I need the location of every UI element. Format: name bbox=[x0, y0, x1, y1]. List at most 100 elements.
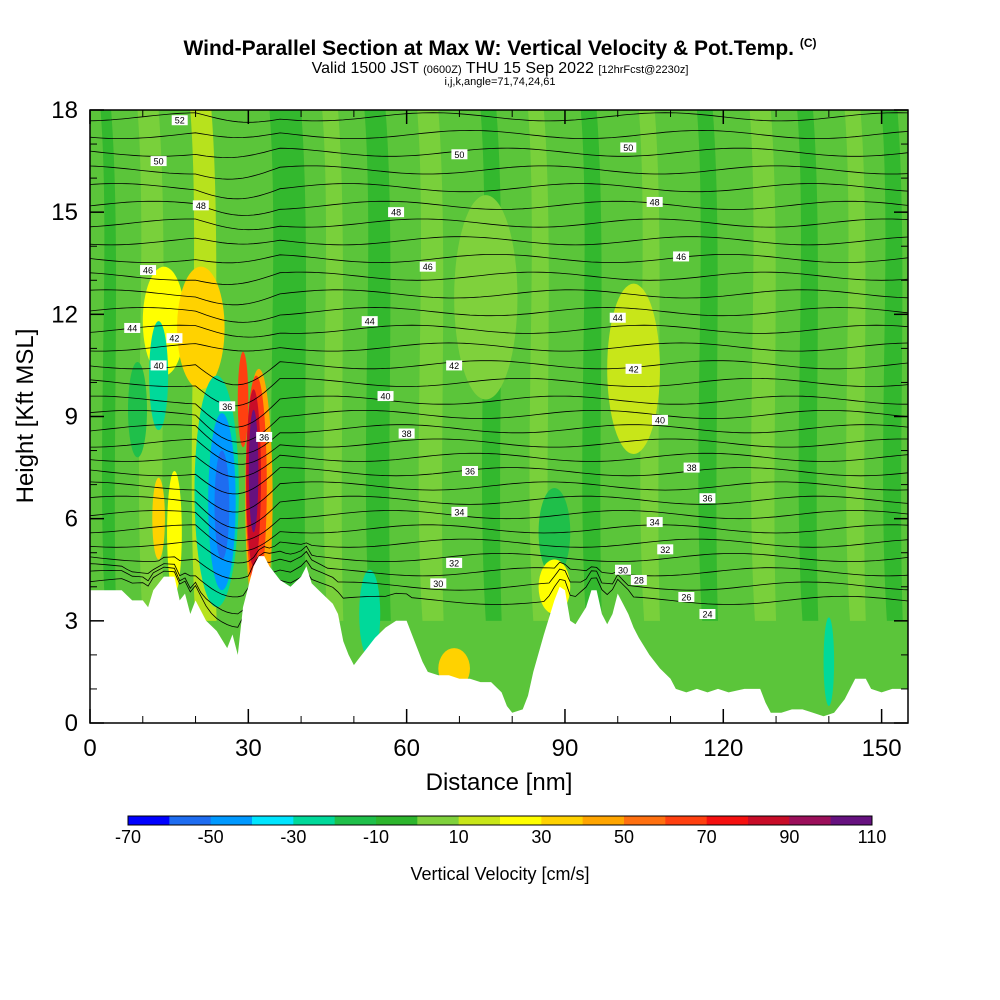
contour-label-text: 50 bbox=[454, 150, 464, 160]
contour-label: 46 bbox=[419, 261, 436, 272]
y-tick-label: 3 bbox=[65, 608, 78, 635]
theta-contour bbox=[90, 550, 908, 598]
chart-subtitle: Valid 1500 JST (0600Z) THU 15 Sep 2022 [… bbox=[0, 60, 1000, 78]
x-tick-label: 90 bbox=[552, 735, 579, 762]
velocity-core bbox=[167, 470, 182, 594]
contour-label-text: 40 bbox=[381, 392, 391, 402]
colorbar-swatch bbox=[293, 816, 336, 825]
colorbar-tick-label: 50 bbox=[614, 827, 634, 847]
field-band bbox=[749, 110, 777, 621]
theta-contour bbox=[90, 289, 908, 306]
theta-contour bbox=[90, 254, 908, 264]
velocity-core bbox=[177, 266, 225, 390]
field-band bbox=[580, 110, 602, 621]
contour-label: 46 bbox=[140, 265, 157, 276]
colorbar-tick-label: -50 bbox=[198, 827, 224, 847]
subtitle-utc: (0600Z) bbox=[423, 64, 462, 76]
contour-label: 34 bbox=[451, 506, 468, 517]
colorbar-swatch bbox=[748, 816, 790, 825]
subtitle-valid: Valid 1500 JST bbox=[311, 60, 419, 77]
y-axis-label: Height [Kft MSL] bbox=[12, 329, 39, 504]
contour-label-box bbox=[625, 363, 642, 374]
theta-contour bbox=[90, 438, 908, 465]
contour-label: 32 bbox=[657, 544, 674, 555]
contour-label: 52 bbox=[171, 115, 188, 126]
velocity-core bbox=[538, 488, 571, 577]
potential-temperature-contours bbox=[90, 112, 908, 628]
velocity-core bbox=[149, 321, 169, 431]
contour-label-text: 48 bbox=[196, 201, 206, 211]
colorbar-tick-label: -70 bbox=[115, 827, 141, 847]
contour-label: 44 bbox=[609, 312, 626, 323]
velocity-core bbox=[359, 569, 381, 659]
y-tick-label: 12 bbox=[51, 301, 78, 328]
contour-label-box bbox=[192, 200, 209, 211]
x-tick-label: 60 bbox=[393, 735, 420, 762]
theta-contour bbox=[90, 510, 908, 541]
theta-contour bbox=[90, 271, 908, 285]
field-band bbox=[528, 110, 550, 621]
contour-label-box bbox=[451, 506, 468, 517]
y-tick-label: 18 bbox=[51, 97, 78, 124]
contour-label: 36 bbox=[256, 431, 273, 442]
contour-label-text: 42 bbox=[449, 361, 459, 371]
contour-label-text: 30 bbox=[433, 579, 443, 589]
contour-label: 28 bbox=[630, 574, 647, 585]
field-band bbox=[322, 110, 344, 621]
contour-label: 30 bbox=[615, 564, 632, 575]
colorbar-swatch bbox=[210, 816, 253, 825]
contour-label: 48 bbox=[646, 196, 663, 207]
contour-label: 30 bbox=[430, 578, 447, 589]
contour-label-box bbox=[609, 312, 626, 323]
theta-contour bbox=[90, 545, 908, 580]
contour-label: 50 bbox=[620, 142, 637, 153]
x-tick-label: 0 bbox=[83, 735, 96, 762]
chart-title: Wind-Parallel Section at Max W: Vertical… bbox=[0, 36, 1000, 61]
x-tick-label: 30 bbox=[235, 735, 262, 762]
colorbar-tick-label: 90 bbox=[779, 827, 799, 847]
colorbar-swatch bbox=[665, 816, 708, 825]
terrain bbox=[90, 556, 908, 723]
theta-contour bbox=[90, 342, 908, 352]
contour-label: 44 bbox=[124, 322, 141, 333]
contour-label-text: 40 bbox=[154, 361, 164, 371]
field-band bbox=[844, 110, 866, 621]
contour-label-text: 30 bbox=[618, 565, 628, 575]
contour-label: 50 bbox=[451, 149, 468, 160]
contour-label-box bbox=[646, 517, 663, 528]
contour-label-box bbox=[256, 431, 273, 442]
contour-label-box bbox=[419, 261, 436, 272]
contour-label-text: 50 bbox=[623, 143, 633, 153]
contour-label-text: 46 bbox=[676, 252, 686, 262]
contour-label-text: 36 bbox=[259, 432, 269, 442]
contour-label-text: 42 bbox=[169, 334, 179, 344]
section-info: i,j,k,angle=71,74,24,61 bbox=[444, 76, 556, 88]
contour-label: 36 bbox=[219, 401, 236, 412]
colorbar-tick-label: 30 bbox=[531, 827, 551, 847]
contour-label-box bbox=[219, 401, 236, 412]
theta-contour bbox=[90, 481, 908, 513]
colorbar-swatch bbox=[334, 816, 377, 825]
contour-label-text: 38 bbox=[687, 463, 697, 473]
contour-label-text: 46 bbox=[423, 262, 433, 272]
contour-label-box bbox=[461, 465, 478, 476]
velocity-core bbox=[214, 450, 230, 560]
contour-label-box bbox=[398, 428, 415, 439]
contour-label-box bbox=[377, 391, 394, 402]
contour-label-box bbox=[615, 564, 632, 575]
subtitle-forecast: [12hrFcst@2230z] bbox=[598, 64, 689, 76]
colorbar-label: Vertical Velocity [cm/s] bbox=[410, 864, 589, 884]
contour-label-box bbox=[673, 251, 690, 262]
colorbar-tick-label: -10 bbox=[363, 827, 389, 847]
contour-label-box bbox=[388, 207, 405, 218]
contour-label-box bbox=[651, 414, 668, 425]
velocity-core bbox=[823, 617, 835, 706]
theta-contour bbox=[90, 324, 908, 338]
colorbar-swatch bbox=[252, 816, 294, 825]
contour-label: 40 bbox=[150, 360, 167, 371]
velocity-core bbox=[248, 409, 259, 533]
theta-contour bbox=[90, 395, 908, 428]
contour-label: 42 bbox=[446, 360, 463, 371]
